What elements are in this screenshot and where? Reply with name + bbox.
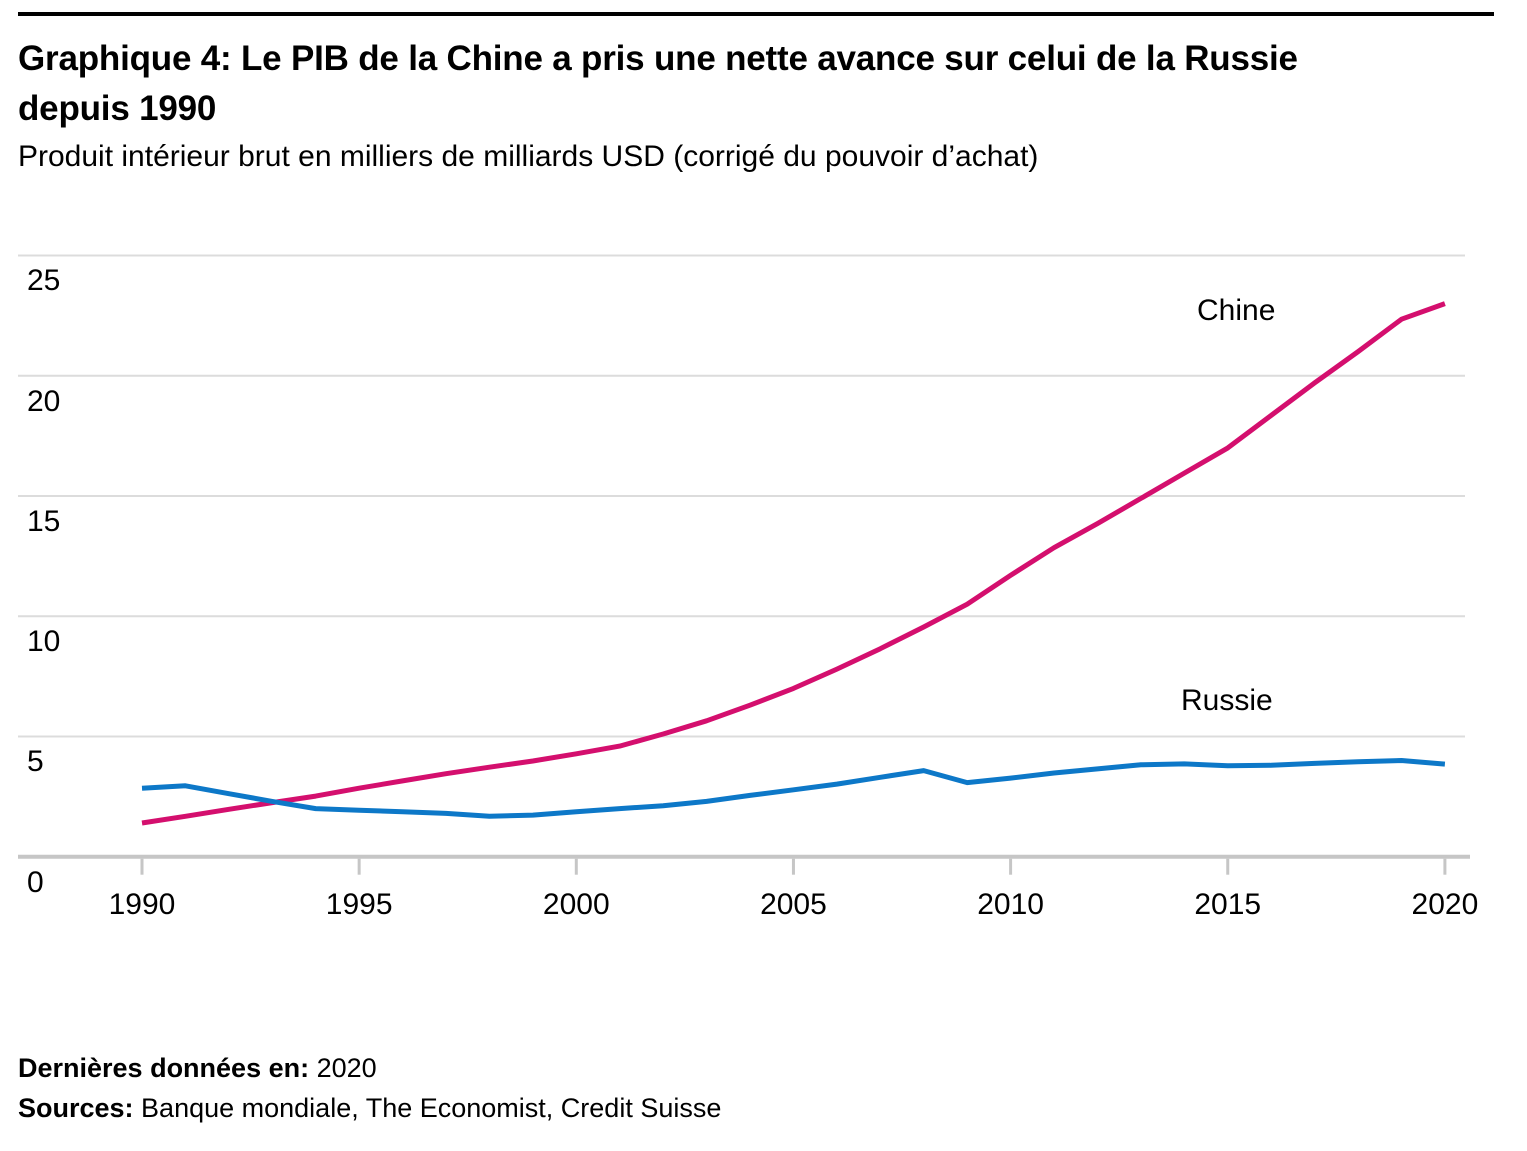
y-axis-label-15: 15	[27, 504, 61, 538]
y-axis-label-10: 10	[27, 625, 61, 659]
y-axis-label-20: 20	[27, 384, 61, 418]
footer-sources-value: Banque mondiale, The Economist, Credit S…	[133, 1093, 722, 1123]
x-axis-label-2015: 2015	[1194, 888, 1262, 921]
chart-title-line2: depuis 1990	[18, 89, 217, 128]
chart-title: Graphique 4: Le PIB de la Chine a pris u…	[18, 34, 1509, 134]
chart-subtitle: Produit intérieur brut en milliers de mi…	[18, 140, 1039, 173]
x-axis-label-2005: 2005	[760, 888, 827, 921]
x-axis-label-2020: 2020	[1411, 888, 1479, 921]
series-label-chine: Chine	[1197, 294, 1276, 327]
x-axis-label-1990: 1990	[108, 888, 176, 921]
y-axis-label-25: 25	[27, 264, 61, 298]
series-line-russie	[141, 758, 1446, 819]
y-axis-label-0: 0	[27, 865, 44, 899]
footer-last-data-value: 2020	[309, 1053, 377, 1083]
footer-last-data-label: Dernières données en:	[18, 1053, 310, 1083]
footer-sources-label: Sources:	[18, 1093, 134, 1123]
chart-footer: Dernières données en: 2020 Sources: Banq…	[18, 1048, 721, 1128]
footer-last-data-line: Dernières données en: 2020	[18, 1048, 721, 1088]
series-label-russie: Russie	[1181, 684, 1273, 717]
chart-title-line1: Graphique 4: Le PIB de la Chine a pris u…	[18, 39, 1298, 78]
x-axis-label-2000: 2000	[542, 888, 610, 921]
y-axis-label-5: 5	[27, 745, 44, 779]
x-axis-label-1995: 1995	[325, 888, 393, 921]
series-line-chine	[141, 301, 1446, 826]
footer-sources-line: Sources: Banque mondiale, The Economist,…	[18, 1088, 721, 1128]
x-axis-label-2010: 2010	[977, 888, 1044, 921]
top-divider-rule	[18, 12, 1494, 16]
